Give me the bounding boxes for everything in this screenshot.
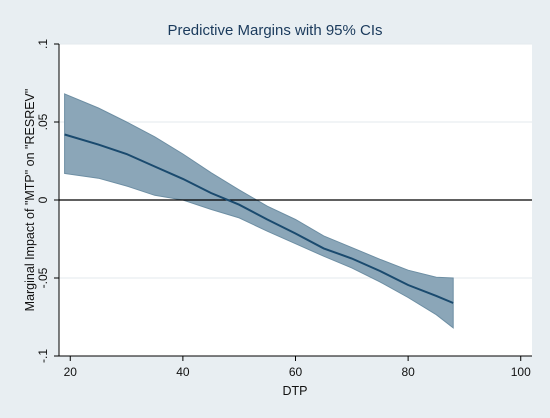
y-tick-label: .05 [36, 113, 50, 130]
chart-title: Predictive Margins with 95% CIs [167, 22, 382, 39]
x-tick-label: 60 [289, 365, 303, 379]
x-tick-label: 100 [511, 365, 531, 379]
y-tick-label: -.05 [36, 267, 50, 288]
y-axis-label: Marginal Impact of "MTP" on "RESREV" [23, 89, 37, 312]
x-axis: 20 40 60 80 100 [59, 355, 532, 379]
y-axis: -.1 -.05 0 .05 .1 [36, 39, 60, 363]
x-axis-label: DTP [283, 384, 308, 398]
y-tick-label: .1 [36, 39, 50, 49]
series-line-group [64, 133, 454, 304]
x-tick-label: 80 [401, 365, 415, 379]
y-tick-label: 0 [36, 196, 50, 203]
x-tick-label: 40 [176, 365, 190, 379]
y-tick-label: -.1 [36, 349, 50, 363]
series-line [64, 133, 454, 304]
x-tick-label: 20 [64, 365, 78, 379]
